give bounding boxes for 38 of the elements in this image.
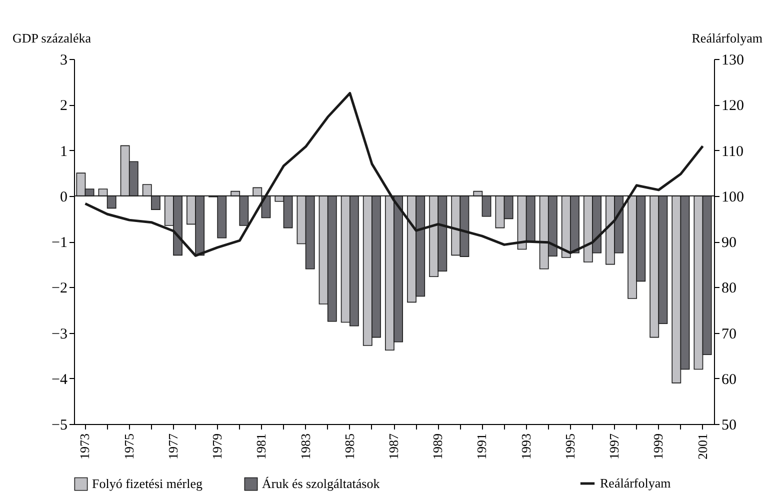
y2-tick-label: 100 <box>722 189 744 206</box>
y2-axis-title: Reálárfolyam <box>692 30 762 46</box>
x-tick-label: 1989 <box>430 434 446 460</box>
y-tick-label: 0 <box>60 189 68 206</box>
x-tick-label: 1975 <box>121 434 136 460</box>
y2-tick-label: 60 <box>722 372 736 388</box>
x-tick-label: 1999 <box>650 434 666 460</box>
y-tick-label: −3 <box>52 326 68 342</box>
y-tick-label: 1 <box>60 144 68 160</box>
y2-tick-label: 120 <box>722 98 744 114</box>
y2-tick-label: 90 <box>722 235 736 251</box>
x-tick-label: 1993 <box>518 434 534 460</box>
y2-tick-label: 110 <box>722 144 744 160</box>
x-tick-label: 1981 <box>254 434 269 460</box>
legend-label: Reálárfolyam <box>600 476 671 490</box>
x-tick-label: 1973 <box>77 434 92 460</box>
y2-tick-label: 50 <box>722 418 736 434</box>
y-tick-label: 3 <box>60 52 68 68</box>
y2-tick-label: 70 <box>722 326 736 342</box>
x-tick-label: 1995 <box>562 434 578 460</box>
y-tick-label: 2 <box>60 98 68 114</box>
legend-label: Folyó fizetési mérleg <box>92 476 203 492</box>
y-tick-label: −1 <box>52 235 68 251</box>
x-tick-label: 1987 <box>386 433 401 460</box>
x-tick-label: 1985 <box>342 434 357 460</box>
y-tick-label: −4 <box>52 372 68 388</box>
legend-label: Áruk és szolgáltatások <box>262 476 380 492</box>
y-axis-title: GDP százaléka <box>12 30 92 46</box>
x-tick-label: 2001 <box>694 434 710 460</box>
x-tick-label: 1979 <box>210 434 225 460</box>
x-tick-label: 1977 <box>165 433 180 460</box>
x-tick-label: 1997 <box>606 433 622 460</box>
y2-tick-label: 130 <box>722 52 744 68</box>
y-tick-label: −5 <box>52 418 68 434</box>
y-tick-label: −2 <box>52 280 68 297</box>
x-tick-label: 1991 <box>474 434 490 460</box>
x-tick-label: 1983 <box>298 434 313 460</box>
y2-tick-label: 80 <box>722 280 736 297</box>
